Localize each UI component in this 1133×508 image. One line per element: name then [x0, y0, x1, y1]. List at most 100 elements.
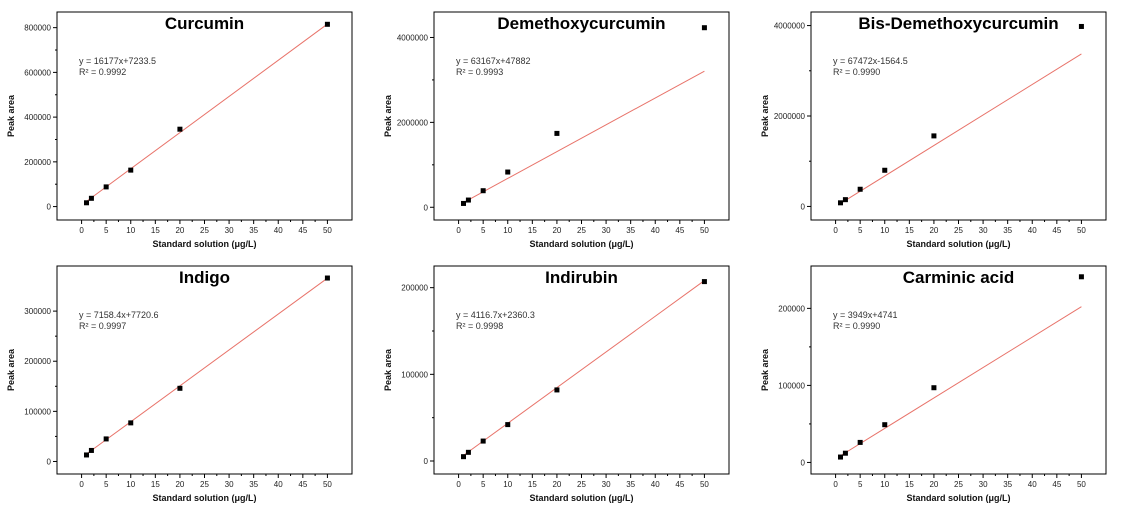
x-tick-label: 50 — [323, 480, 332, 489]
chart-panel-indigo: 0 5 10 15 20 25 30 35 40 45 50 0 100000 200000 300000 I… — [0, 254, 377, 508]
x-tick-label: 5 — [104, 480, 109, 489]
chart-svg: 0 5 10 15 20 25 30 35 40 45 50 0 200000 400000 600000 8… — [6, 11, 353, 249]
chart-title: Indirubin — [545, 268, 618, 287]
x-tick-label: 10 — [503, 226, 512, 235]
x-tick-label: 30 — [225, 226, 234, 235]
chart-svg: 0 5 10 15 20 25 30 35 40 45 50 0 2000000 4000000 Demet… — [383, 11, 730, 249]
y-axis-title: Peak area — [6, 348, 16, 391]
chart-panel-carminic-acid: 0 5 10 15 20 25 30 35 40 45 50 0 100000 200000 Carmini… — [754, 254, 1131, 508]
x-axis-title: Standard solution (μg/L) — [907, 239, 1011, 249]
x-tick-label: 50 — [1077, 226, 1086, 235]
y-axis-title: Peak area — [760, 348, 770, 391]
chart-title: Indigo — [179, 268, 230, 287]
data-point — [842, 450, 848, 456]
x-tick-label: 5 — [481, 480, 486, 489]
chart-panel-bis-demethoxycurcumin: 0 5 10 15 20 25 30 35 40 45 50 0 2000000 4000000 Bis-D… — [754, 0, 1131, 254]
x-tick-label: 50 — [700, 226, 709, 235]
y-tick-label: 2000000 — [397, 118, 429, 127]
x-tick-label: 10 — [126, 480, 135, 489]
x-tick-label: 40 — [1028, 226, 1037, 235]
x-tick-label: 30 — [979, 480, 988, 489]
data-point — [1078, 274, 1084, 280]
plot-frame — [56, 11, 353, 221]
data-point — [461, 200, 466, 206]
data-point — [480, 188, 486, 194]
y-tick-label: 2000000 — [774, 112, 806, 121]
data-point — [324, 21, 330, 27]
data-point — [931, 385, 937, 391]
regression-equation: y = 3949x+4741 — [833, 310, 898, 320]
fit-line — [463, 70, 705, 203]
plot-frame — [810, 11, 1107, 221]
x-tick-label: 45 — [298, 480, 307, 489]
data-point — [857, 439, 863, 445]
y-tick-label: 100000 — [401, 370, 428, 379]
x-tick-label: 35 — [1003, 480, 1012, 489]
chart-panel-demethoxycurcumin: 0 5 10 15 20 25 30 35 40 45 50 0 2000000 4000000 Demet… — [377, 0, 754, 254]
data-point — [838, 200, 843, 206]
y-tick-label: 0 — [801, 458, 806, 467]
chart-title: Carminic acid — [903, 268, 1015, 287]
data-point — [128, 420, 134, 426]
regression-equation: y = 7158.4x+7720.6 — [79, 310, 159, 320]
data-point — [461, 454, 466, 460]
y-tick-label: 200000 — [778, 304, 805, 313]
x-tick-label: 25 — [954, 226, 963, 235]
y-tick-label: 200000 — [401, 284, 428, 293]
x-axis-title: Standard solution (μg/L) — [153, 493, 257, 503]
y-tick-label: 200000 — [24, 158, 51, 167]
fit-line — [86, 277, 328, 455]
y-tick-label: 100000 — [778, 381, 805, 390]
r-squared-label: R² = 0.9990 — [833, 321, 880, 331]
data-point — [177, 126, 183, 132]
x-tick-label: 45 — [675, 226, 684, 235]
x-tick-label: 35 — [626, 226, 635, 235]
x-tick-label: 35 — [626, 480, 635, 489]
data-point — [177, 385, 183, 391]
chart-svg: 0 5 10 15 20 25 30 35 40 45 50 0 100000 200000 Carmini… — [760, 265, 1107, 503]
x-tick-label: 30 — [602, 226, 611, 235]
y-tick-label: 200000 — [24, 357, 51, 366]
x-tick-label: 40 — [274, 480, 283, 489]
x-tick-label: 50 — [323, 226, 332, 235]
data-point — [128, 167, 134, 173]
x-tick-label: 40 — [1028, 480, 1037, 489]
data-point — [505, 169, 511, 175]
x-tick-label: 15 — [151, 226, 160, 235]
data-point — [324, 275, 330, 281]
x-tick-label: 30 — [602, 480, 611, 489]
data-point — [103, 184, 109, 190]
x-tick-label: 15 — [905, 226, 914, 235]
data-point — [842, 197, 848, 203]
fit-line — [840, 53, 1082, 204]
chart-title: Bis-Demethoxycurcumin — [858, 14, 1058, 33]
x-tick-label: 40 — [274, 226, 283, 235]
data-point — [882, 167, 888, 173]
x-tick-label: 15 — [528, 226, 537, 235]
x-tick-label: 5 — [858, 480, 863, 489]
x-axis-title: Standard solution (μg/L) — [907, 493, 1011, 503]
x-tick-label: 10 — [503, 480, 512, 489]
x-tick-label: 20 — [929, 226, 938, 235]
data-point — [838, 454, 843, 460]
x-tick-label: 40 — [651, 480, 660, 489]
y-tick-label: 0 — [424, 203, 429, 212]
x-tick-label: 10 — [126, 226, 135, 235]
regression-equation: y = 67472x-1564.5 — [833, 56, 908, 66]
data-point — [1078, 23, 1084, 29]
y-tick-label: 100000 — [24, 407, 51, 416]
data-point — [88, 195, 94, 201]
x-axis-title: Standard solution (μg/L) — [530, 239, 634, 249]
chart-title: Demethoxycurcumin — [497, 14, 665, 33]
plot-frame — [810, 265, 1107, 475]
y-tick-label: 4000000 — [397, 33, 429, 42]
y-tick-label: 300000 — [24, 307, 51, 316]
x-tick-label: 25 — [200, 480, 209, 489]
x-tick-label: 30 — [979, 226, 988, 235]
y-tick-label: 4000000 — [774, 22, 806, 31]
chart-svg: 0 5 10 15 20 25 30 35 40 45 50 0 2000000 4000000 Bis-D… — [760, 11, 1107, 249]
x-tick-label: 50 — [700, 480, 709, 489]
y-axis-title: Peak area — [760, 94, 770, 137]
x-axis-title: Standard solution (μg/L) — [530, 493, 634, 503]
x-tick-label: 20 — [175, 226, 184, 235]
